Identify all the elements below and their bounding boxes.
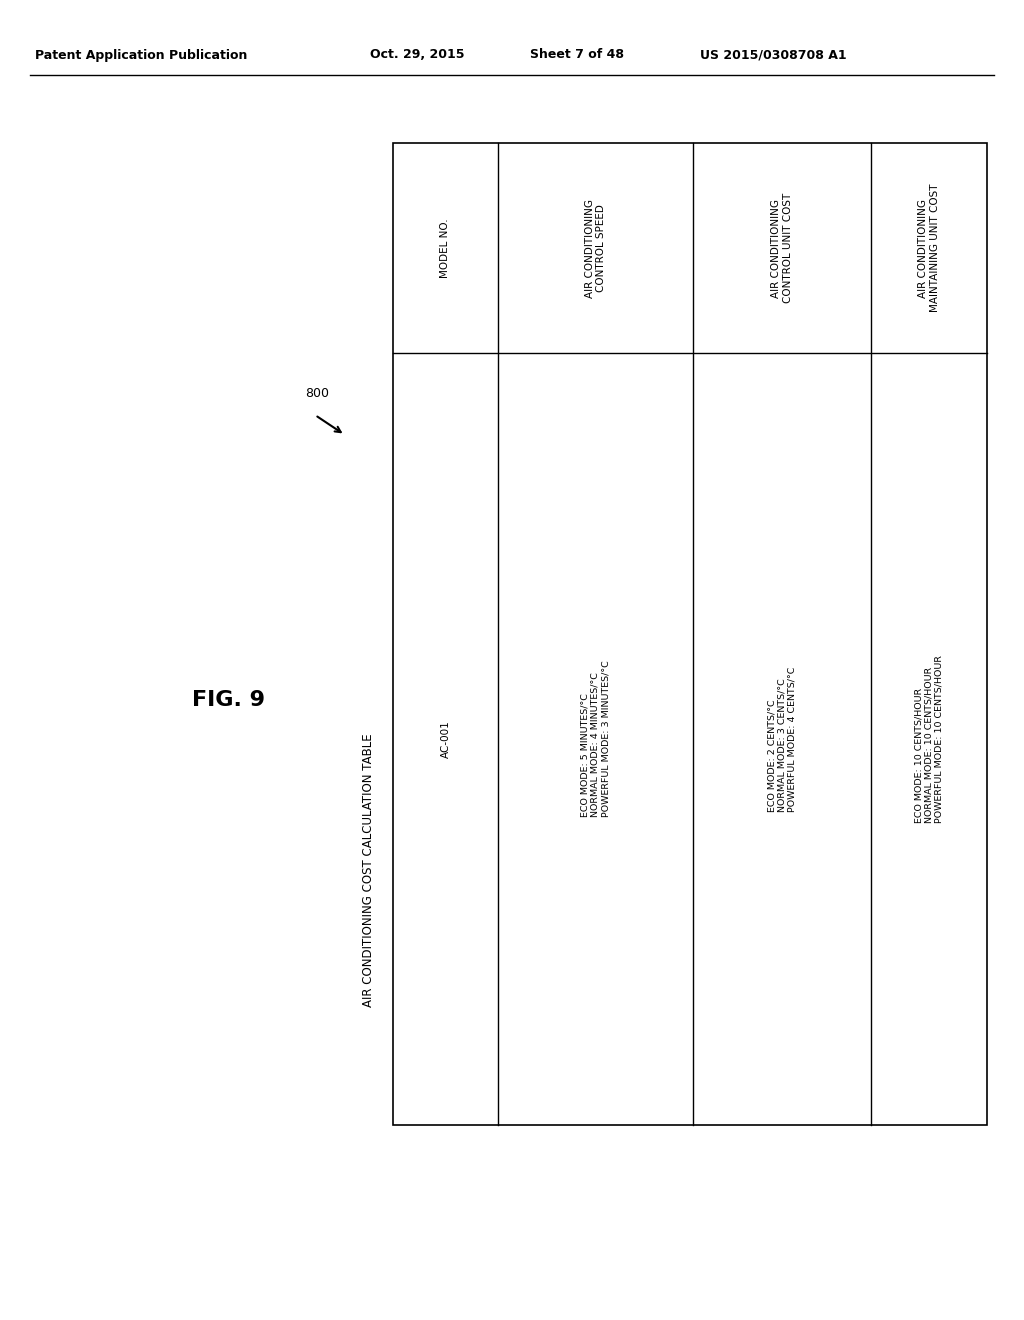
Text: MODEL NO.: MODEL NO.	[440, 218, 451, 277]
Text: FIG. 9: FIG. 9	[193, 690, 265, 710]
Text: Oct. 29, 2015: Oct. 29, 2015	[370, 49, 465, 62]
Text: Sheet 7 of 48: Sheet 7 of 48	[530, 49, 624, 62]
Text: ECO MODE: 10 CENTS/HOUR
NORMAL MODE: 10 CENTS/HOUR
POWERFUL MODE: 10 CENTS/HOUR: ECO MODE: 10 CENTS/HOUR NORMAL MODE: 10 …	[914, 655, 944, 822]
Text: AIR CONDITIONING
CONTROL UNIT COST: AIR CONDITIONING CONTROL UNIT COST	[771, 193, 793, 304]
Text: 800: 800	[305, 387, 329, 400]
Text: AC-001: AC-001	[440, 721, 451, 758]
Text: US 2015/0308708 A1: US 2015/0308708 A1	[700, 49, 847, 62]
Text: Patent Application Publication: Patent Application Publication	[35, 49, 248, 62]
Text: ECO MODE: 2 CENTS/°C
NORMAL MODE: 3 CENTS/°C
POWERFUL MODE: 4 CENTS/°C: ECO MODE: 2 CENTS/°C NORMAL MODE: 3 CENT…	[767, 667, 797, 812]
Text: AIR CONDITIONING
MAINTAINING UNIT COST: AIR CONDITIONING MAINTAINING UNIT COST	[919, 183, 940, 313]
Text: AIR CONDITIONING COST CALCULATION TABLE: AIR CONDITIONING COST CALCULATION TABLE	[361, 733, 375, 1007]
Bar	[393, 143, 987, 1125]
Text: AIR CONDITIONING
CONTROL SPEED: AIR CONDITIONING CONTROL SPEED	[585, 198, 606, 297]
Text: ECO MODE: 5 MINUTES/°C
NORMAL MODE: 4 MINUTES/°C
POWERFUL MODE: 3 MINUTES/°C: ECO MODE: 5 MINUTES/°C NORMAL MODE: 4 MI…	[581, 660, 610, 817]
